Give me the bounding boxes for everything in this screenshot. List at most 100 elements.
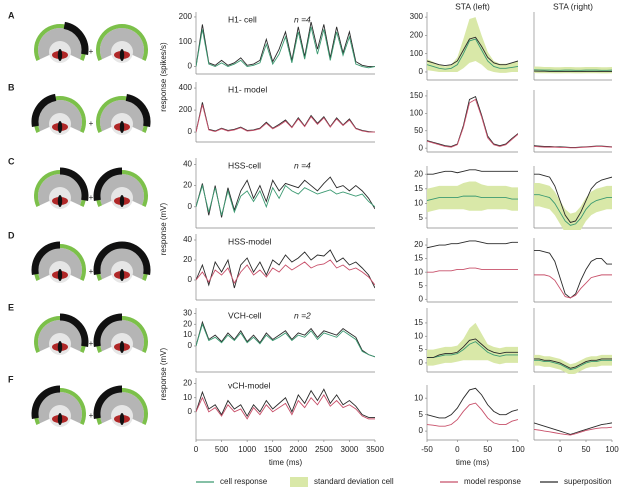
fly-body: [57, 269, 63, 281]
fly-icon: [96, 93, 151, 135]
fly-body: [119, 49, 125, 61]
y-tick-label: 10: [183, 393, 192, 402]
fly-body: [57, 341, 63, 353]
series-line: [534, 422, 612, 435]
y-tick-label: 20: [414, 169, 423, 178]
y-tick-label: 15: [414, 318, 423, 327]
y-tick-label: 0: [419, 426, 424, 435]
panel-title: STA (left): [455, 1, 490, 11]
y-tick-label: 300: [410, 12, 424, 21]
series-line: [427, 98, 518, 148]
y-tick-label: 20: [414, 240, 423, 249]
series-line: [196, 259, 375, 286]
legend-swatch: [290, 477, 308, 487]
fly-icon: [31, 93, 86, 135]
plot-area: [196, 176, 375, 218]
plot-area: [196, 21, 375, 69]
black-stimulus: [93, 313, 123, 347]
y-tick-label: 200: [179, 12, 193, 21]
panel-letter: A: [8, 10, 15, 20]
series-line: [534, 173, 612, 223]
std-band: [427, 322, 518, 366]
y-tick-label: 5: [419, 281, 424, 290]
annotation: n =4: [294, 160, 311, 170]
series-line: [196, 249, 375, 289]
series-line: [534, 358, 612, 369]
fly-icon: [31, 241, 86, 283]
series-line: [534, 145, 612, 149]
y-tick-label: 40: [183, 159, 192, 168]
std-band: [534, 354, 612, 374]
fly-icon: [96, 24, 148, 63]
x-tick-label: 1500: [264, 445, 282, 454]
series-line: [196, 104, 375, 133]
black-stimulus: [93, 241, 151, 275]
panel-letter: D: [8, 230, 15, 240]
plot-area: [427, 95, 518, 148]
y-tick-label: 15: [414, 254, 423, 263]
fly-body: [119, 269, 125, 281]
y-tick-label: 5: [419, 213, 424, 222]
y-tick-label: 0: [188, 275, 193, 284]
fly-icon: [34, 167, 89, 209]
series-line: [534, 69, 612, 71]
series-line: [427, 338, 518, 359]
std-band: [427, 181, 518, 213]
series-line: [534, 274, 612, 299]
series-line: [196, 102, 375, 133]
plot-area: [196, 249, 375, 289]
plot-area: [196, 388, 375, 420]
series-line: [427, 95, 518, 147]
operator: +: [89, 339, 94, 348]
y-tick-label: 0: [419, 294, 424, 303]
fly-body: [57, 49, 63, 61]
annotation: n =4: [294, 14, 311, 24]
series-line: [196, 320, 375, 358]
black-stimulus: [31, 93, 57, 127]
y-tick-label: 40: [183, 235, 192, 244]
y-tick-label: 100: [410, 49, 424, 58]
operator: +: [89, 119, 94, 128]
y-tick-label: 0: [419, 67, 424, 76]
plot-area: [534, 66, 612, 74]
y-tick-label: 0: [188, 202, 193, 211]
x-tick-label: 100: [605, 445, 619, 454]
y-tick-label: 10: [414, 393, 423, 402]
y-tick-label: 200: [410, 31, 424, 40]
plot-area: [427, 240, 518, 273]
plot-area: [427, 322, 518, 366]
y-tick-label: 50: [414, 126, 423, 135]
fly-body: [119, 413, 125, 425]
plot-area: [196, 320, 375, 358]
x-tick-label: 50: [582, 445, 591, 454]
legend-label: standard deviation cell: [314, 477, 394, 486]
plot-area: [196, 102, 375, 133]
legend-label: superposition: [564, 477, 612, 486]
black-stimulus: [59, 167, 89, 201]
fly-body: [119, 195, 125, 207]
y-tick-label: 10: [414, 199, 423, 208]
series-line: [427, 267, 518, 273]
x-tick-label: 0: [194, 445, 199, 454]
annotation: n =2: [294, 310, 311, 320]
series-line: [196, 394, 375, 420]
black-stimulus: [59, 313, 89, 347]
y-tick-label: 100: [410, 108, 424, 117]
plot-area: [427, 169, 518, 213]
panel-title: STA (right): [553, 1, 593, 11]
std-band: [427, 17, 518, 73]
operator: +: [89, 411, 94, 420]
fly-icon: [34, 313, 89, 355]
y-tick-label: 5: [419, 410, 424, 419]
y-tick-label: 5: [419, 345, 424, 354]
plot-area: [427, 17, 518, 73]
panel-title: VCH-cell: [228, 310, 262, 320]
panel-letter: C: [8, 156, 15, 166]
y-tick-label: 15: [414, 184, 423, 193]
y-tick-label: 20: [183, 319, 192, 328]
y-tick-label: 10: [414, 267, 423, 276]
y-tick-label: 0: [419, 143, 424, 152]
series-line: [427, 169, 518, 175]
